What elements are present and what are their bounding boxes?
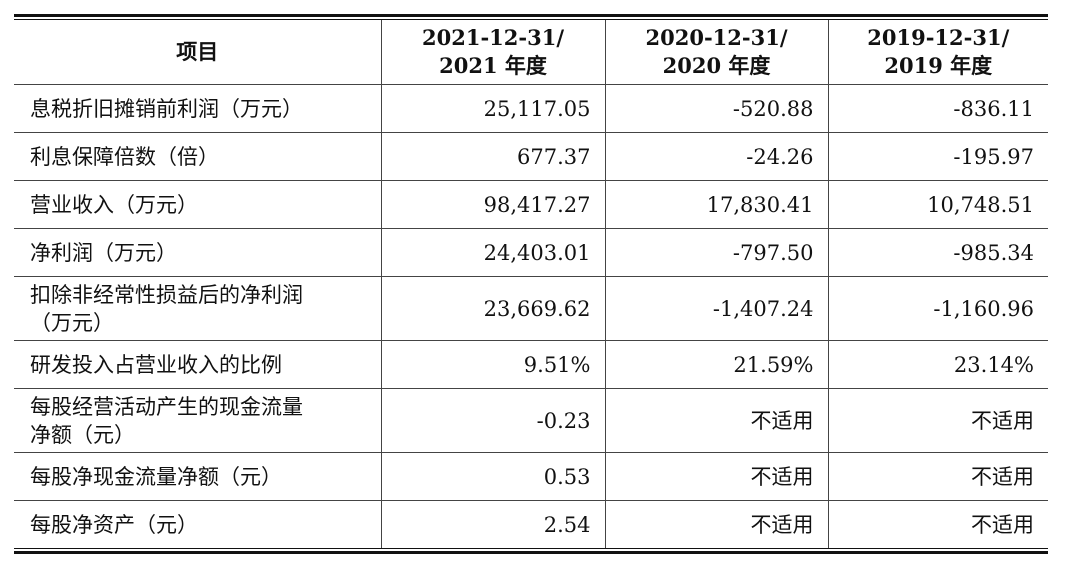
value-2020: 不适用: [604, 500, 828, 548]
row-label: 利息保障倍数（倍）: [14, 132, 381, 181]
value-2019: -836.11: [827, 84, 1048, 133]
row-label: 营业收入（万元）: [14, 180, 381, 229]
value-2020: -1,407.24: [604, 276, 828, 341]
value-2020: 不适用: [604, 452, 828, 501]
value-2021: 23,669.62: [380, 276, 605, 341]
value-2021: 0.53: [380, 452, 605, 501]
header-2019: 2019-12-31/ 2019 年度: [827, 20, 1048, 85]
value-2021: 9.51%: [380, 340, 605, 389]
header-item: 项目: [14, 20, 381, 85]
table-row: 利息保障倍数（倍） 677.37 -24.26 -195.97: [14, 132, 1048, 181]
value-2021: 2.54: [380, 500, 605, 548]
value-2020: 不适用: [604, 388, 828, 453]
table-row: 息税折旧摊销前利润（万元） 25,117.05 -520.88 -836.11: [14, 84, 1048, 133]
bottom-rule-thick: [14, 551, 1048, 554]
value-2019: 不适用: [827, 452, 1048, 501]
top-rule-thick: [14, 14, 1048, 17]
table-row: 每股净资产（元） 2.54 不适用 不适用: [14, 500, 1048, 548]
value-2019: 10,748.51: [827, 180, 1048, 229]
financial-indicators-table: 项目 2021-12-31/ 2021 年度 2020-12-31/ 2020 …: [14, 20, 1048, 548]
row-label: 每股净现金流量净额（元）: [14, 452, 381, 501]
row-label: 每股净资产（元）: [30, 512, 198, 537]
value-2021: 24,403.01: [380, 228, 605, 277]
value-2021: 98,417.27: [380, 180, 605, 229]
value-2020: -24.26: [604, 132, 828, 181]
value-2019: -1,160.96: [827, 276, 1048, 341]
table-row: 扣除非经常性损益后的净利润 （万元） 23,669.62 -1,407.24 -1,16…: [14, 276, 1048, 341]
value-2021: -0.23: [380, 388, 605, 453]
top-rule-thin: [14, 19, 1048, 20]
financial-table: 项目 2021-12-31/ 2021 年度 2020-12-31/ 2020 …: [14, 14, 1048, 554]
table-row: 研发投入占营业收入的比例 9.51% 21.59% 23.14%: [14, 340, 1048, 389]
value-2020: -797.50: [604, 228, 828, 277]
value-2019: -195.97: [827, 132, 1048, 181]
row-label: 扣除非经常性损益后的净利润 （万元）: [14, 276, 381, 341]
value-2020: 17,830.41: [604, 180, 828, 229]
row-label: 研发投入占营业收入的比例: [14, 340, 381, 389]
value-2021: 25,117.05: [380, 84, 605, 133]
table-row: 营业收入（万元） 98,417.27 17,830.41 10,748.51: [14, 180, 1048, 229]
header-2021: 2021-12-31/ 2021 年度: [380, 20, 605, 85]
table-row: 每股净现金流量净额（元） 0.53 不适用 不适用: [14, 452, 1048, 501]
table-row: 每股经营活动产生的现金流量 净额（元） -0.23 不适用 不适用: [14, 388, 1048, 453]
header-2020: 2020-12-31/ 2020 年度: [604, 20, 828, 85]
value-2019: 不适用: [827, 500, 1048, 548]
table-row: 净利润（万元） 24,403.01 -797.50 -985.34: [14, 228, 1048, 277]
row-label: 每股经营活动产生的现金流量 净额（元）: [14, 388, 381, 453]
row-label: 净利润（万元）: [14, 228, 381, 277]
value-2019: -985.34: [827, 228, 1048, 277]
value-2019: 不适用: [827, 388, 1048, 453]
bottom-rule-thin: [14, 548, 1048, 549]
header-row: 项目 2021-12-31/ 2021 年度 2020-12-31/ 2020 …: [14, 20, 1048, 85]
value-2020: 21.59%: [604, 340, 828, 389]
value-2020: -520.88: [604, 84, 828, 133]
value-2021: 677.37: [380, 132, 605, 181]
value-2019: 23.14%: [827, 340, 1048, 389]
row-label: 息税折旧摊销前利润（万元）: [14, 84, 381, 133]
